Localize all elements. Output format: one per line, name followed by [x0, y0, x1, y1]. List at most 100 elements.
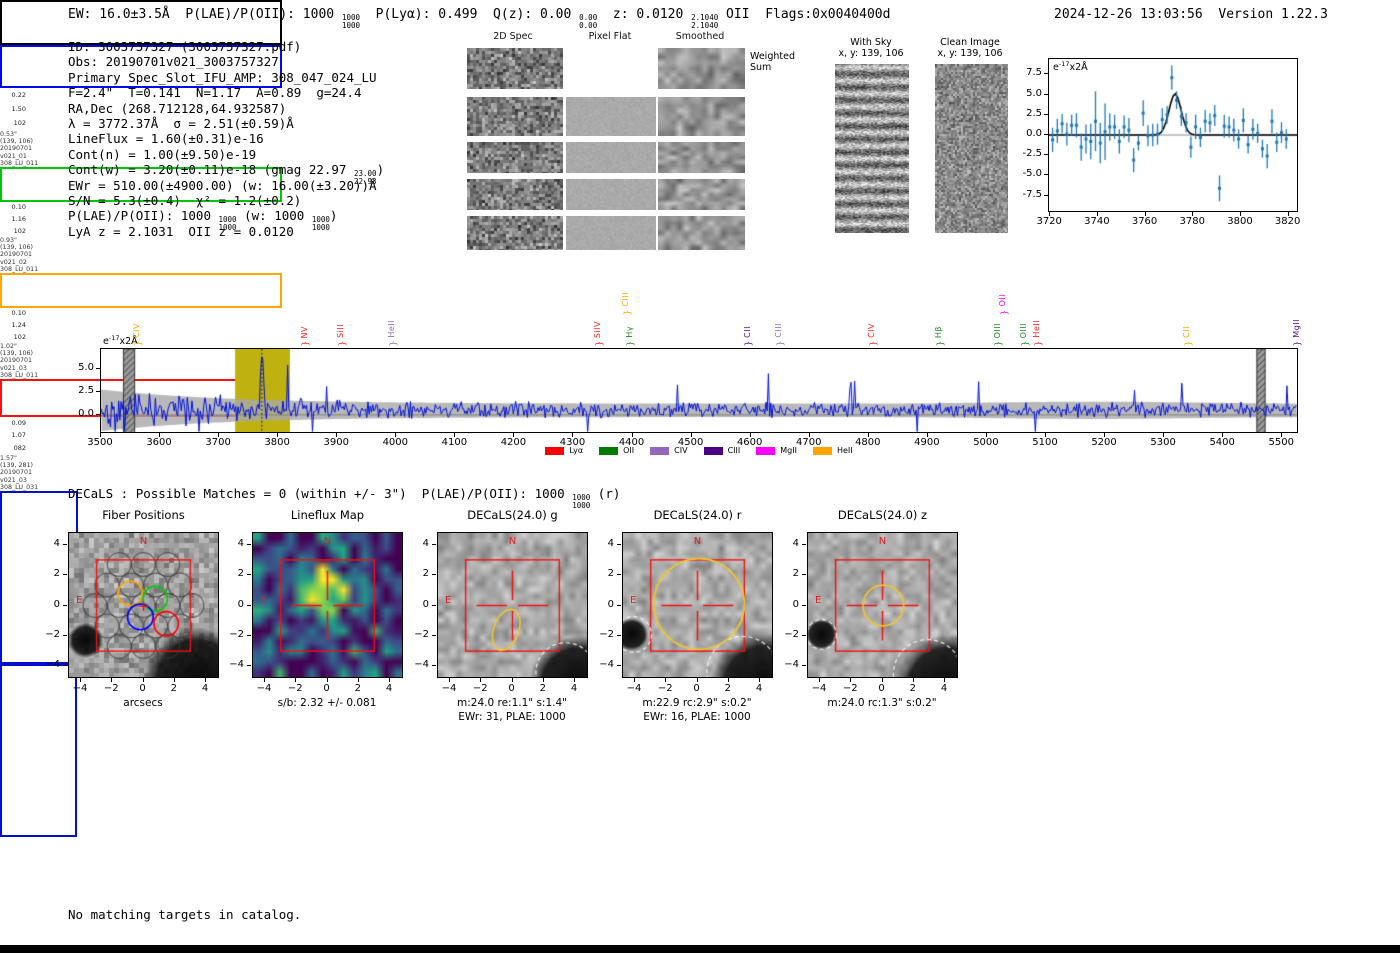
spectrum-x-ticklabel: 4200 [500, 437, 527, 448]
cutout-title: DECaLS(24.0) g [467, 508, 558, 522]
cutout-y-tickmark [63, 543, 67, 545]
inset-y-ticklabel: -5.0 [1022, 168, 1042, 180]
line-label-bracket: { [387, 340, 398, 347]
line-label-text: CIII [774, 323, 784, 338]
fraction-part: 1000 [218, 223, 237, 233]
compass-east-label: E [815, 595, 822, 606]
annotation-line: v021_03 [0, 476, 27, 484]
spectrum-legend: Lyα OII CIV CIII MgII HeII [100, 446, 1298, 455]
spectrum-x-ticklabel: 5200 [1091, 437, 1117, 448]
legend-swatch [756, 446, 776, 455]
cutout-xlabel: arcsecs [123, 697, 163, 709]
spectrum-x-ticklabel: 4000 [382, 437, 409, 448]
cutout-y-ticklabel: −2 [784, 628, 799, 640]
with-sky-coords: x, y: 139, 106 [838, 48, 904, 59]
cutout-x-tickmark [357, 678, 359, 682]
spectrum-y-tickmark [96, 413, 100, 415]
spectrum-x-tickmark [749, 433, 751, 437]
spectrum-x-tickmark [454, 433, 456, 437]
inset-y-tickmark [1044, 194, 1048, 196]
cutout-y-ticklabel: 4 [237, 537, 244, 549]
line-label-text: SiII [336, 323, 346, 338]
cutout-y-tickmark [617, 634, 621, 636]
cutout-y-ticklabel: −4 [229, 659, 244, 671]
compass-north-label: N [878, 536, 887, 547]
compass-east-label: E [260, 595, 267, 606]
clean-image-coords: x, y: 139, 106 [937, 48, 1003, 59]
left-value: 102 [13, 226, 26, 235]
line-label-bracket: { [299, 340, 310, 347]
annotation-line: 20190701 [0, 469, 33, 477]
cutout-x-tickmark [205, 678, 206, 682]
text-segment: ID: 3003757327 (3003757327.pdf) [68, 39, 302, 54]
with-sky-canvas [835, 64, 909, 233]
cutout-x-ticklabel: 4 [201, 683, 209, 694]
annotation-line: 308_LU_011 [0, 371, 39, 379]
line-label-text: NV [299, 325, 309, 338]
left-value: 0.10 [11, 203, 26, 212]
cutout-y-ticklabel: −4 [45, 659, 60, 671]
cutout-x-ticklabel: 0 [323, 683, 330, 694]
spectrum-x-ticklabel: 4700 [796, 437, 822, 448]
spectrum-x-tickmark [631, 433, 633, 437]
detection-info-block: ID: 3003757327 (3003757327.pdf) Obs: 2019… [68, 39, 384, 239]
inset-x-ticklabel: 3760 [1131, 216, 1158, 227]
fiber-canvas [69, 533, 218, 677]
units-exponent: -17 [108, 334, 120, 342]
inset-y-tickmark [1044, 113, 1048, 115]
col-header-smoothed: Smoothed [675, 31, 725, 42]
spectrum-y-ticklabel: 0.0 [78, 407, 94, 419]
cutout-x-tickmark [759, 678, 760, 682]
cutout-x-ticklabel: −4 [256, 683, 272, 694]
cutout-y-tickmark [63, 574, 67, 576]
spec-strip-smoothed-canvas [658, 48, 745, 89]
spec-strip-border [0, 273, 282, 309]
text-segment: λ = 3772.37Å σ = 2.51(±0.59)Å [68, 115, 294, 131]
cutout-y-ticklabel: 4 [422, 537, 429, 549]
inset-x-ticklabel: 3740 [1084, 216, 1110, 227]
line-label-text: CIV [867, 323, 877, 338]
text-segment: F=2.4" T=0.141 N=1.17 A=0.89 g=24.4 [68, 85, 362, 101]
text-segment: ) [329, 208, 338, 224]
spectrum-x-ticklabel: 3700 [205, 437, 231, 448]
cutout-x-tickmark [111, 678, 113, 682]
inset-x-ticklabel: 3780 [1179, 216, 1205, 227]
inset-y-tickmark [1044, 154, 1048, 156]
cutout-y-ticklabel: −2 [229, 628, 244, 640]
annotation-line: v021_03 [0, 364, 27, 372]
line-label-bracket: { [992, 340, 1003, 347]
cutout-y-tickmark [802, 665, 806, 667]
line-label-bracket: { [621, 309, 632, 316]
fraction-part: 1000 [311, 215, 330, 225]
imcut-canvas [623, 533, 772, 677]
emission-line-label-ciii: CIII { [619, 292, 633, 316]
inset-x-ticklabel: 3820 [1274, 216, 1301, 227]
compass-east-label: E [76, 595, 83, 606]
cutout-title: DECaLS(24.0) r [653, 508, 742, 522]
line-label-bracket: { [336, 340, 347, 347]
text-segment: ) [376, 162, 385, 178]
spectrum-y-ticklabel: 5.0 [78, 361, 94, 373]
cutout-y-tickmark [63, 604, 67, 606]
legend-swatch [703, 446, 723, 455]
cutout-y-tickmark [432, 604, 436, 606]
spectrum-x-ticklabel: 3800 [264, 437, 290, 448]
full-spectrum-canvas [101, 349, 1297, 432]
cutout-y-ticklabel: 2 [792, 568, 799, 580]
text-segment: DECaLS : Possible Matches = 0 (within +/… [68, 486, 573, 501]
fraction-part: 22.93 [353, 177, 377, 187]
line-label-text: MgII [1291, 319, 1301, 338]
spectrum-x-ticklabel: 4500 [677, 437, 704, 448]
cutout-x-tickmark [574, 678, 575, 682]
info-line-7: Cont(n) = 1.00(±9.50)e-19 [68, 147, 384, 162]
lineflux-canvas [253, 533, 402, 677]
spec-strip-left-values: 0.22 1.50 102 [0, 88, 26, 131]
clean-image-border [0, 664, 77, 838]
cutout-x-tickmark [850, 678, 852, 682]
spec-strip-2d-canvas [467, 48, 563, 89]
cutout-y-tickmark [802, 574, 806, 576]
cutout-y-ticklabel: 2 [607, 568, 614, 580]
